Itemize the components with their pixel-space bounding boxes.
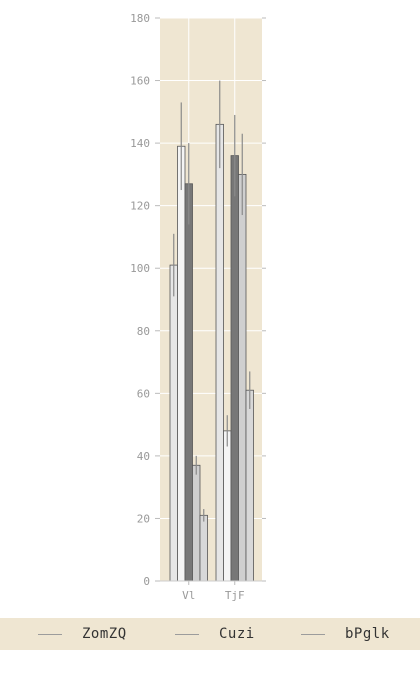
- legend-item-bpglk: bPglk: [301, 618, 390, 650]
- bar-vl-series-2: [177, 145, 186, 582]
- legend-swatch-icon: [38, 633, 62, 635]
- y-tick-label: 40: [137, 450, 150, 463]
- bar-vl-series-1: [169, 264, 178, 582]
- bar-vl-series-5: [199, 514, 208, 582]
- x-tick-label: Vl: [182, 589, 195, 602]
- y-tick-label: 120: [130, 200, 150, 213]
- legend-label: ZomZQ: [82, 626, 127, 642]
- bar-tjf-series-1: [215, 123, 224, 582]
- legend-label: Cuzi: [219, 626, 255, 642]
- x-tick-label: TjF: [225, 589, 245, 602]
- x-axis: Vl TjF: [160, 580, 262, 602]
- legend-label: bPglk: [345, 626, 390, 642]
- y-axis: 0 20 40 60 80 100 120 140 160 180: [130, 12, 266, 588]
- y-tick-label: 0: [143, 575, 150, 588]
- y-tick-label: 20: [137, 512, 150, 525]
- bar-tjf-series-4: [238, 173, 247, 582]
- bar-vl-series-3: [184, 183, 193, 582]
- y-tick-label: 140: [130, 137, 150, 150]
- legend-swatch-icon: [301, 633, 325, 635]
- legend-swatch-icon: [175, 633, 199, 635]
- y-tick-label: 60: [137, 387, 150, 400]
- bar-vl-series-4: [192, 464, 201, 582]
- bar-tjf-series-2: [223, 430, 232, 582]
- legend-item-cuzi: Cuzi: [175, 618, 255, 650]
- legend: ZomZQ Cuzi bPglk: [0, 618, 420, 650]
- bar-tjf-series-3: [230, 155, 239, 582]
- y-tick-label: 80: [137, 325, 150, 338]
- y-tick-label: 160: [130, 75, 150, 88]
- y-tick-label: 100: [130, 262, 150, 275]
- bar-tjf-series-5: [245, 389, 254, 582]
- y-tick-label: 180: [130, 12, 150, 25]
- legend-item-zomzq: ZomZQ: [38, 618, 127, 650]
